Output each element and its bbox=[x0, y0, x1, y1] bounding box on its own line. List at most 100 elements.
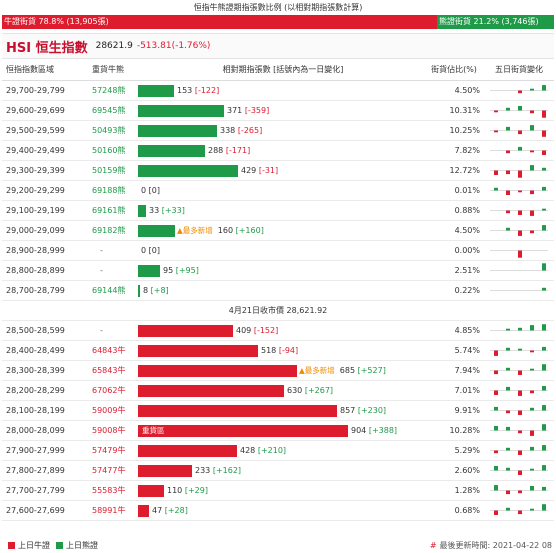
volume-value: 338 bbox=[220, 126, 236, 135]
header-code[interactable]: 重貨牛熊 bbox=[92, 65, 124, 74]
pct-cell: 4.50% bbox=[454, 86, 480, 95]
table-row[interactable]: 29,500-29,599 50493熊 338 [-265] 10.25% bbox=[2, 121, 554, 141]
range-cell: 28,000-28,099 bbox=[6, 426, 65, 435]
warrant-code-link[interactable]: 58991牛 bbox=[92, 506, 126, 515]
table-row[interactable]: 28,200-28,299 67062牛 630 [+267] 7.01% bbox=[2, 381, 554, 401]
warrant-code-link[interactable]: 64843牛 bbox=[92, 346, 126, 355]
warrant-code-link[interactable]: 69188熊 bbox=[92, 186, 126, 195]
table-row[interactable]: 27,800-27,899 57477牛 233 [+162] 2.60% bbox=[2, 461, 554, 481]
trend-bar bbox=[530, 125, 534, 131]
volume-value: 630 bbox=[287, 386, 303, 395]
warrant-code-link[interactable]: 50160熊 bbox=[92, 146, 126, 155]
trend-sparkline bbox=[490, 504, 548, 515]
warrant-code-link[interactable]: 67062牛 bbox=[92, 386, 126, 395]
bar-cell: 8 [+8] bbox=[138, 281, 428, 300]
pct-cell: 1.28% bbox=[454, 486, 480, 495]
range-cell: 28,200-28,299 bbox=[6, 386, 65, 395]
warrant-code-link[interactable]: 55583牛 bbox=[92, 486, 126, 495]
pct-cell: 0.01% bbox=[454, 186, 480, 195]
volume-value: 429 bbox=[241, 166, 257, 175]
trend-sparkline bbox=[490, 405, 548, 415]
trend-bar bbox=[506, 467, 510, 471]
table-row[interactable]: 29,700-29,799 57248熊 153 [-122] 4.50% bbox=[2, 81, 554, 101]
volume-text: 409 [-152] bbox=[236, 326, 278, 335]
trend-cell bbox=[484, 441, 554, 460]
trend-cell bbox=[484, 361, 554, 380]
bar-cell: 429 [-31] bbox=[138, 161, 428, 180]
volume-text: 857 [+230] bbox=[340, 406, 386, 415]
header-trend[interactable]: 五日街貨變化 bbox=[495, 65, 543, 74]
warrant-code-link[interactable]: 57477牛 bbox=[92, 466, 126, 475]
index-price: 28621.9 bbox=[95, 41, 133, 51]
trend-bar bbox=[530, 150, 534, 153]
warrant-code-link[interactable]: 69144熊 bbox=[92, 286, 126, 295]
trend-bar bbox=[530, 407, 534, 411]
volume-bar bbox=[138, 264, 160, 277]
header-bar[interactable]: 相對期指張數 [括號內為一日變化] bbox=[222, 65, 344, 74]
warrant-code-link[interactable]: 69161熊 bbox=[92, 206, 126, 215]
trend-bar bbox=[506, 490, 510, 495]
trend-cell bbox=[484, 501, 554, 520]
table-row[interactable]: 29,100-29,199 69161熊 33 [+33] 0.88% bbox=[2, 201, 554, 221]
table-row[interactable]: 27,900-27,999 57479牛 428 [+210] 5.29% bbox=[2, 441, 554, 461]
trend-bar bbox=[530, 350, 534, 353]
volume-bar bbox=[138, 384, 284, 397]
table-row[interactable]: 29,300-29,399 50159熊 429 [-31] 12.72% bbox=[2, 161, 554, 181]
table-row[interactable]: 27,600-27,699 58991牛 47 [+28] 0.68% bbox=[2, 501, 554, 521]
volume-bar bbox=[138, 364, 297, 377]
warrant-code-link[interactable]: 57479牛 bbox=[92, 446, 126, 455]
trend-bar bbox=[518, 90, 522, 94]
warrant-code-link[interactable]: 59008牛 bbox=[92, 426, 126, 435]
pct-cell: 0.22% bbox=[454, 286, 480, 295]
ratio-title: 恒指牛熊證期指張數比例 (以相對期指張數計算) bbox=[193, 3, 363, 12]
trend-bar bbox=[494, 170, 498, 175]
volume-text: 0 [0] bbox=[141, 186, 160, 195]
volume-value: 8 bbox=[143, 286, 149, 295]
warrant-code-link[interactable]: 69545熊 bbox=[92, 106, 126, 115]
warrant-code-link[interactable]: 50493熊 bbox=[92, 126, 126, 135]
trend-bar bbox=[530, 390, 534, 394]
table-row[interactable]: 29,200-29,299 69188熊 0 [0] 0.01% bbox=[2, 181, 554, 201]
volume-change: [+230] bbox=[357, 406, 387, 415]
header-pct[interactable]: 街貨佔比(%) bbox=[428, 64, 484, 75]
bar-cell: 33 [+33] bbox=[138, 201, 428, 220]
table-row[interactable]: 28,500-28,599 - 409 [-152] 4.85% bbox=[2, 321, 554, 341]
pct-cell: 0.00% bbox=[454, 246, 480, 255]
table-row[interactable]: 28,400-28,499 64843牛 518 [-94] 5.74% bbox=[2, 341, 554, 361]
trend-bar bbox=[530, 210, 534, 216]
volume-change: [+210] bbox=[257, 446, 287, 455]
table-row[interactable]: 27,700-27,799 55583牛 110 [+29] 1.28% bbox=[2, 481, 554, 501]
pct-cell: 4.50% bbox=[454, 226, 480, 235]
table-row[interactable]: 29,000-29,099 69182熊 ▲最多新增 160 [+160] 4.50% bbox=[2, 221, 554, 241]
index-name[interactable]: HSI 恒生指數 bbox=[6, 40, 88, 56]
close-price-row: 4月21日收市價 28,621.92 bbox=[2, 301, 554, 321]
table-row[interactable]: 28,800-28,899 - 95 [+95] 2.51% bbox=[2, 261, 554, 281]
range-cell: 29,500-29,599 bbox=[6, 126, 65, 135]
table-row[interactable]: 28,100-28,199 59009牛 857 [+230] 9.91% bbox=[2, 401, 554, 421]
warrant-code-link[interactable]: 59009牛 bbox=[92, 406, 126, 415]
table-row[interactable]: 28,700-28,799 69144熊 8 [+8] 0.22% bbox=[2, 281, 554, 301]
trend-bar bbox=[518, 327, 522, 331]
trend-bar bbox=[518, 450, 522, 455]
trend-bar bbox=[542, 287, 546, 291]
range-cell: 28,100-28,199 bbox=[6, 406, 65, 415]
volume-bar bbox=[138, 224, 175, 237]
table-row[interactable]: 28,000-28,099 59008牛 重貨區 904 [+388] 10.28% bbox=[2, 421, 554, 441]
warrant-code-link[interactable]: 50159熊 bbox=[92, 166, 126, 175]
volume-change: [+527] bbox=[357, 366, 386, 375]
header-range[interactable]: 恒指指數區域 bbox=[6, 65, 54, 74]
volume-bar bbox=[138, 404, 337, 417]
volume-value: 233 bbox=[195, 466, 211, 475]
volume-bar bbox=[138, 124, 217, 137]
volume-text: 429 [-31] bbox=[241, 166, 278, 175]
trend-sparkline bbox=[490, 263, 548, 271]
trend-sparkline bbox=[490, 106, 548, 118]
table-row[interactable]: 28,900-28,999 - 0 [0] 0.00% bbox=[2, 241, 554, 261]
warrant-code-link[interactable]: 69182熊 bbox=[92, 226, 126, 235]
table-row[interactable]: 29,600-29,699 69545熊 371 [-359] 10.31% bbox=[2, 101, 554, 121]
warrant-code-link[interactable]: 57248熊 bbox=[92, 86, 126, 95]
bull-ratio-segment: 牛證街貨 78.8% (13,905張) bbox=[2, 15, 437, 29]
warrant-code-link[interactable]: 65843牛 bbox=[92, 366, 126, 375]
table-row[interactable]: 28,300-28,399 65843牛 ▲最多新增 685 [+527] 7.94% bbox=[2, 361, 554, 381]
table-row[interactable]: 29,400-29,499 50160熊 288 [-171] 7.82% bbox=[2, 141, 554, 161]
